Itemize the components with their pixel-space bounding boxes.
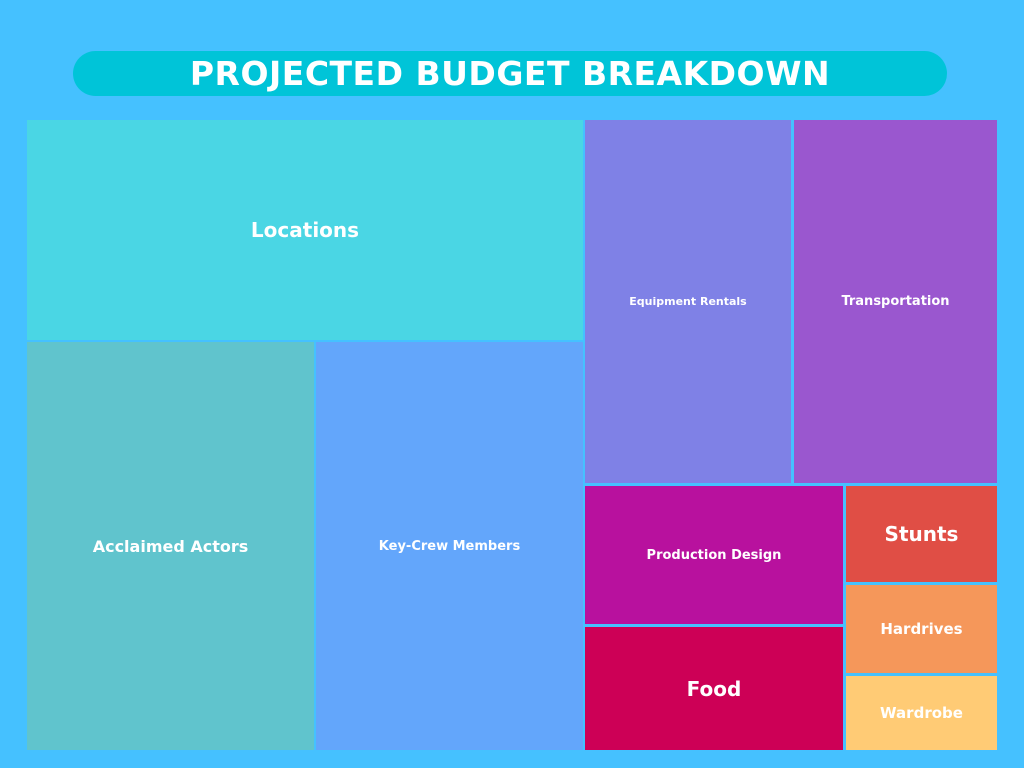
tile-wardrobe: Wardrobe [846, 676, 997, 750]
chart-title: PROJECTED BUDGET BREAKDOWN [73, 51, 947, 96]
tile-hardrives: Hardrives [846, 585, 997, 673]
tile-label: Equipment Rentals [629, 295, 747, 308]
tile-stunts: Stunts [846, 486, 997, 582]
tile-equipment-rentals: Equipment Rentals [585, 120, 791, 483]
tile-label: Production Design [646, 547, 782, 563]
tile-food: Food [585, 627, 843, 750]
tile-label: Locations [250, 218, 360, 242]
tile-production-design: Production Design [585, 486, 843, 624]
tile-label: Transportation [841, 294, 950, 309]
tile-acclaimed-actors: Acclaimed Actors [27, 342, 314, 750]
tile-label: Stunts [884, 522, 959, 546]
tile-transportation: Transportation [794, 120, 997, 483]
tile-label: Wardrobe [880, 704, 963, 722]
tile-locations: Locations [27, 120, 583, 340]
tile-label: Hardrives [880, 620, 963, 638]
tile-label: Food [686, 676, 742, 701]
tile-key-crew-members: Key-Crew Members [316, 342, 583, 750]
tile-label: Acclaimed Actors [92, 536, 249, 556]
tile-label: Key-Crew Members [378, 538, 521, 554]
